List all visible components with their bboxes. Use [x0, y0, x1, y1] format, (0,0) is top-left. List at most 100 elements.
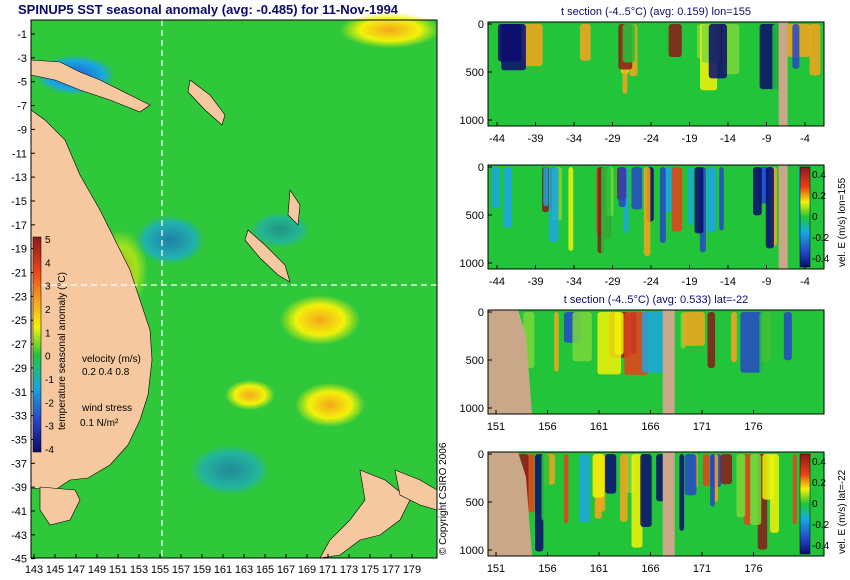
section-feature	[809, 24, 821, 76]
map-colorbar-tick: -4	[45, 445, 54, 456]
section-x-tick-label: -24	[643, 133, 659, 145]
section-feature	[719, 167, 724, 231]
map-colorbar-tick: 4	[45, 258, 51, 269]
section-feature	[572, 312, 592, 362]
section-x-tick-label: -34	[566, 276, 582, 288]
section-feature	[770, 454, 780, 533]
section-frame	[487, 309, 825, 415]
velocity-colorbar-tick: 0.2	[812, 478, 826, 489]
section-x-tick-label: 156	[538, 421, 556, 433]
section-feature	[736, 454, 746, 518]
section-feature	[491, 167, 500, 209]
section-x-tick-label: -19	[682, 276, 698, 288]
map-colorbar-tick: -3	[45, 422, 54, 433]
map-frame	[30, 19, 438, 559]
wind-stress-value: 0.1 N/m²	[80, 418, 119, 429]
new-guinea	[30, 59, 151, 113]
section-feature	[783, 312, 792, 361]
section-feature	[563, 454, 569, 524]
section-feature	[631, 167, 643, 210]
section-x-tick-label: -9	[762, 133, 772, 145]
section-feature	[554, 312, 559, 372]
lat-tick-label: -13	[11, 172, 27, 184]
lat-tick-label: -17	[11, 220, 27, 232]
section-panel-3: t section (-4..5°C) (avg: 0.533) lat=-22…	[460, 294, 825, 433]
lat-tick-label: -29	[11, 363, 27, 375]
map-colorbar-tick: 5	[45, 235, 51, 246]
section-feature	[731, 312, 737, 363]
lat-tick-label: -19	[11, 244, 27, 256]
section-y-tick-label: 1000	[460, 258, 484, 270]
lon-tick-label: 161	[214, 564, 232, 576]
section-feature	[535, 454, 544, 552]
main-map-title: SPINUP5 SST seasonal anomaly (avg: -0.48…	[18, 2, 399, 17]
map-colorbar-tick: 1	[45, 328, 51, 339]
section-x-tick-label: 161	[590, 563, 608, 575]
section-x-tick-label: -24	[643, 276, 659, 288]
lon-tick-label: 179	[403, 564, 421, 576]
lat-tick-label: -23	[11, 291, 27, 303]
solomon-islands	[187, 79, 226, 126]
section-feature	[708, 24, 728, 79]
lon-tick-label: 143	[25, 564, 43, 576]
australia	[30, 109, 153, 491]
section-y-tick-label: 0	[478, 19, 484, 31]
section-feature	[682, 312, 705, 346]
lat-tick-label: -45	[11, 554, 27, 566]
section-feature	[541, 454, 550, 521]
lat-tick-label: -27	[11, 339, 27, 351]
section-frame	[487, 164, 825, 270]
section-x-tick-label: 166	[641, 563, 659, 575]
section-feature	[765, 167, 774, 249]
velocity-colorbar-tick: 0.4	[812, 457, 826, 468]
lon-tick-label: 153	[130, 564, 148, 576]
section-feature	[530, 167, 541, 249]
section-x-tick-label: -44	[489, 133, 505, 145]
lon-tick-label: 147	[67, 564, 85, 576]
section-feature	[592, 454, 605, 498]
lon-tick-label: 157	[172, 564, 190, 576]
section-feature	[631, 454, 643, 548]
lat-tick-label: -35	[11, 434, 27, 446]
lat-tick-label: -21	[11, 268, 27, 280]
section-feature	[814, 312, 820, 378]
lon-tick-label: 171	[319, 564, 337, 576]
section-feature	[694, 167, 704, 234]
section-land	[778, 165, 788, 269]
velocity-values: 0.2 0.4 0.8	[82, 367, 130, 378]
lat-tick-label: -9	[17, 124, 27, 136]
map-colorbar-tick: 3	[45, 282, 51, 293]
lat-tick-label: -11	[12, 148, 27, 160]
section-x-tick-label: -29	[605, 276, 621, 288]
section-land	[662, 452, 675, 556]
section-x-tick-label: 166	[641, 421, 659, 433]
section-x-tick-label: -44	[489, 276, 505, 288]
section-x-tick-label: -29	[605, 133, 621, 145]
map-colorbar-tick: 0	[45, 352, 51, 363]
section-y-tick-label: 0	[478, 162, 484, 174]
section-y-tick-label: 500	[466, 497, 484, 509]
section-y-tick-label: 500	[466, 355, 484, 367]
lon-tick-label: 173	[340, 564, 358, 576]
section-feature	[519, 167, 528, 239]
lon-tick-label: 175	[361, 564, 379, 576]
lat-tick-label: -25	[11, 315, 27, 327]
section-feature	[605, 454, 617, 494]
section-x-tick-label: -39	[528, 133, 544, 145]
section-title: t section (-4..5°C) (avg: 0.533) lat=-22	[564, 294, 748, 306]
section-feature	[792, 454, 797, 525]
velocity-label: velocity (m/s)	[82, 354, 141, 365]
section-feature	[706, 167, 717, 233]
section-feature	[579, 454, 591, 523]
section-land-australia	[488, 310, 532, 414]
section-land	[778, 22, 788, 126]
vanuatu	[287, 189, 301, 226]
lat-tick-label: -39	[11, 482, 27, 494]
section-feature	[684, 454, 697, 496]
section-feature	[720, 454, 733, 485]
section-x-tick-label: -34	[566, 133, 582, 145]
lon-tick-label: 151	[109, 564, 127, 576]
lat-tick-label: -15	[11, 196, 27, 208]
velocity-colorbar-tick: 0	[812, 499, 818, 510]
